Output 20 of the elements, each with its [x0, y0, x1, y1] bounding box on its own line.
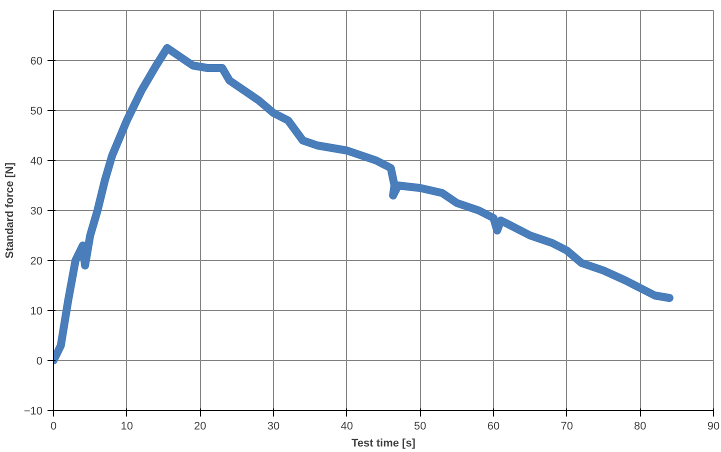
x-tick-label: 10 — [120, 420, 133, 432]
x-tick-label: 30 — [267, 420, 280, 432]
y-axis-title: Standard force [N] — [4, 162, 16, 258]
x-tick-label: 60 — [487, 420, 500, 432]
x-tick-label: 50 — [414, 420, 426, 432]
x-tick-label: 70 — [560, 420, 573, 432]
y-tick-label: 50 — [30, 106, 43, 118]
y-tick-label: 30 — [30, 206, 43, 218]
y-tick-label: 60 — [30, 56, 43, 68]
y-tick-label: 0 — [36, 356, 43, 368]
x-tick-label: 0 — [50, 420, 57, 432]
x-tick-label: 20 — [194, 420, 206, 432]
y-tick-label: 40 — [30, 156, 43, 168]
y-tick-label: 20 — [30, 256, 43, 268]
x-tick-label: 40 — [340, 420, 353, 432]
x-axis-title: Test time [s] — [352, 438, 416, 450]
y-tick-label: 10 — [30, 306, 43, 318]
y-tick-label: −10 — [24, 406, 43, 418]
x-tick-label: 90 — [707, 420, 720, 432]
x-tick-label: 80 — [634, 420, 646, 432]
